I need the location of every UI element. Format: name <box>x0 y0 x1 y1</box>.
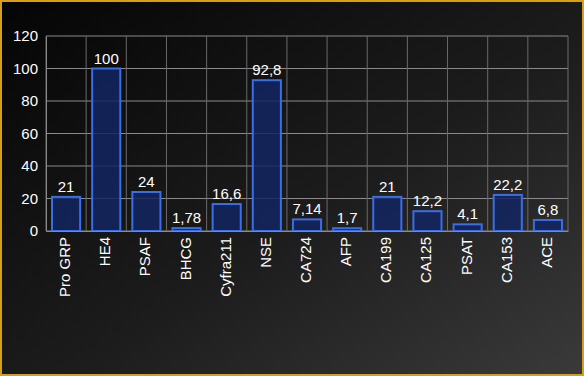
tick: HE4 <box>96 231 113 266</box>
tick: 100 <box>13 60 46 77</box>
tick-label: 100 <box>13 60 38 77</box>
x-axis: Pro GRP HE4 PSAF BHCG Cyfra211 NSE CA724 AFP CA1… <box>47 231 569 297</box>
data-label: 7,14 <box>292 200 321 217</box>
tick-label: Cyfra211 <box>217 237 234 297</box>
tick-label: 20 <box>21 190 38 207</box>
divider <box>447 36 448 231</box>
tick: CA153 <box>498 231 515 283</box>
bar <box>454 224 482 231</box>
data-label: 100 <box>94 50 119 67</box>
tick: 120 <box>13 27 46 44</box>
tick-label: 120 <box>13 27 38 44</box>
tick-label: PSAT <box>458 237 475 275</box>
tick: 40 <box>21 157 46 174</box>
bar <box>52 197 80 231</box>
tick-label: NSE <box>257 237 274 268</box>
divider <box>407 36 408 231</box>
data-label: 92,8 <box>252 61 281 78</box>
tick-label: CA199 <box>377 237 394 283</box>
tick: CA724 <box>297 231 314 283</box>
bar <box>172 228 200 231</box>
tick: CA199 <box>377 231 394 283</box>
tick: CA125 <box>417 231 434 283</box>
bar <box>333 228 361 231</box>
divider <box>367 36 368 231</box>
tick: NSE <box>257 231 274 268</box>
divider <box>126 36 127 231</box>
bar <box>132 192 160 231</box>
divider <box>246 36 247 231</box>
data-labels: 21 100 24 1,78 16,6 92,8 7,14 1,7 21 12,2 4,1 22,2 6… <box>58 50 559 227</box>
bar <box>293 219 321 231</box>
bar <box>413 211 441 231</box>
grid-line <box>46 101 568 102</box>
bar <box>92 69 120 232</box>
tick: BHCG <box>177 231 194 280</box>
data-label: 21 <box>379 178 396 195</box>
grid-line <box>46 166 568 167</box>
divider <box>206 36 207 231</box>
bar <box>213 204 241 231</box>
frame <box>1 1 583 375</box>
divider <box>286 36 287 231</box>
grid-line <box>46 36 568 37</box>
bar <box>494 195 522 231</box>
data-label: 6,8 <box>537 201 558 218</box>
plot: 0 20 40 60 80 100 120 Pro GRP HE4 PSAF BHCG Cyfra21… <box>13 27 569 297</box>
data-label: 12,2 <box>413 192 442 209</box>
data-label: 16,6 <box>212 185 241 202</box>
tick-label: 80 <box>21 92 38 109</box>
tick-label: CA125 <box>417 237 434 283</box>
tick-label: CA724 <box>297 237 314 283</box>
tick: 60 <box>21 125 46 142</box>
divider <box>166 36 167 231</box>
grid <box>46 36 568 231</box>
data-label: 1,78 <box>172 209 201 226</box>
tick-label: 60 <box>21 125 38 142</box>
data-label: 22,2 <box>493 176 522 193</box>
tick: AFP <box>337 231 354 266</box>
bar <box>253 80 281 231</box>
tick-label: 40 <box>21 157 38 174</box>
tick-label: HE4 <box>96 237 113 266</box>
data-label: 21 <box>58 178 75 195</box>
divider <box>487 36 488 231</box>
y-axis: 0 20 40 60 80 100 120 <box>13 27 47 239</box>
tick: Cyfra211 <box>217 231 234 297</box>
tick: 0 <box>30 222 46 239</box>
background <box>0 0 584 376</box>
tick-label: ACE <box>538 237 555 268</box>
divider <box>568 36 569 231</box>
grid-line <box>46 133 568 134</box>
tick: PSAF <box>136 231 153 276</box>
grid-line <box>46 68 568 69</box>
tick-label: PSAF <box>136 237 153 276</box>
divider <box>46 36 47 231</box>
divider <box>527 36 528 231</box>
y-axis-line <box>46 37 47 232</box>
tick-label: AFP <box>337 237 354 266</box>
chart: 0 20 40 60 80 100 120 Pro GRP HE4 PSAF BHCG Cyfra21… <box>0 0 584 376</box>
tick-label: Pro GRP <box>56 237 73 297</box>
bars <box>52 69 562 232</box>
grid-line <box>46 198 568 199</box>
category-dividers <box>46 36 568 231</box>
tick-label: 0 <box>30 222 38 239</box>
tick: PSAT <box>458 231 475 275</box>
data-label: 24 <box>138 173 155 190</box>
tick: 20 <box>21 190 46 207</box>
tick-label: BHCG <box>177 237 194 280</box>
data-label: 1,7 <box>337 209 358 226</box>
bar <box>534 220 562 231</box>
tick: ACE <box>538 231 555 268</box>
tick-label: CA153 <box>498 237 515 283</box>
data-label: 4,1 <box>457 205 478 222</box>
divider <box>86 36 87 231</box>
divider <box>327 36 328 231</box>
tick: Pro GRP <box>56 231 73 297</box>
bar <box>373 197 401 231</box>
x-axis-line <box>47 231 569 232</box>
tick: 80 <box>21 92 46 109</box>
